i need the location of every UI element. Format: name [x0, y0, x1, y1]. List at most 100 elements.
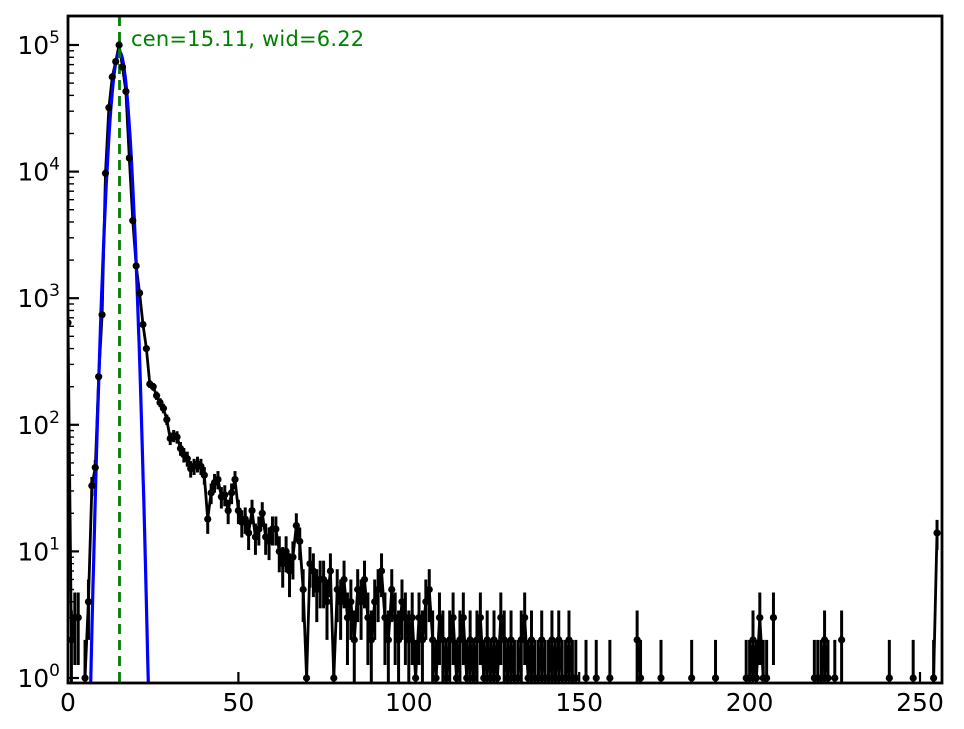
data-point — [122, 87, 130, 96]
data-point — [381, 613, 389, 622]
data-point — [221, 491, 229, 499]
data-point — [463, 674, 471, 682]
data-point — [255, 525, 263, 533]
data-point — [930, 674, 938, 682]
data-point — [285, 567, 294, 575]
data-point — [432, 674, 440, 682]
data-point — [279, 560, 287, 568]
data-point — [156, 398, 164, 407]
data-point — [364, 613, 372, 622]
data-point — [108, 73, 116, 81]
data-point — [245, 529, 253, 537]
data-point — [538, 636, 546, 644]
data-point — [176, 444, 185, 453]
y-tick-labels: 100 101 102 103 104 105 — [17, 28, 60, 693]
data-point — [490, 636, 498, 644]
data-point — [551, 674, 559, 682]
data-point — [817, 674, 825, 682]
data-point — [384, 636, 392, 644]
data-point — [371, 598, 379, 606]
data-point — [163, 415, 171, 424]
data-point — [476, 613, 484, 622]
data-point — [173, 433, 181, 441]
data-point — [309, 567, 317, 575]
data-point — [320, 575, 328, 584]
data-point — [313, 585, 321, 594]
data-point — [657, 674, 665, 682]
data-point — [521, 613, 529, 622]
data-point — [412, 674, 420, 682]
data-point — [81, 674, 89, 682]
data-point — [394, 636, 403, 644]
data-point — [105, 104, 113, 112]
error-bars — [68, 44, 939, 683]
data-point — [248, 507, 256, 515]
data-point — [909, 674, 917, 682]
y-tick-label: 101 — [17, 534, 60, 566]
x-tick-label: 0 — [60, 688, 76, 717]
x-tick-label: 100 — [385, 688, 433, 717]
data-point — [142, 344, 150, 353]
data-point — [688, 674, 696, 682]
data-point — [115, 41, 123, 49]
data-point — [446, 636, 454, 644]
data-point — [422, 598, 430, 606]
data-point — [118, 63, 127, 71]
data-point — [408, 613, 416, 622]
data-point — [292, 521, 300, 530]
data-point — [88, 482, 96, 490]
y-tick-label: 104 — [17, 155, 60, 187]
data-point — [769, 613, 778, 622]
data-point — [132, 262, 140, 270]
data-point — [101, 169, 110, 177]
data-point — [241, 515, 249, 523]
data-point — [752, 674, 761, 682]
data-point — [388, 585, 396, 594]
data-point — [95, 373, 103, 381]
data-point — [227, 489, 236, 497]
data-point — [306, 560, 314, 568]
data-point — [347, 598, 355, 606]
y-tick-label: 105 — [17, 28, 60, 60]
data-point — [112, 57, 120, 66]
data-point — [483, 636, 491, 644]
data-point — [391, 613, 399, 622]
data-point — [452, 674, 461, 682]
data-point — [200, 471, 208, 479]
y-tick-label: 100 — [17, 661, 60, 693]
data-point — [449, 613, 457, 622]
data-point — [749, 636, 757, 644]
x-tick-label: 150 — [555, 688, 603, 717]
data-point — [418, 636, 427, 644]
data-point — [214, 475, 222, 484]
data-point — [135, 289, 144, 297]
fit-result-annotation: cen=15.11, wid=6.22 — [131, 27, 365, 51]
data-point — [326, 567, 335, 575]
data-point — [251, 533, 260, 541]
data-point — [592, 674, 600, 682]
data-point — [302, 674, 311, 682]
data-point — [204, 515, 212, 523]
data-point — [91, 463, 99, 472]
data-point — [282, 547, 290, 556]
data-point — [466, 636, 474, 644]
data-point — [497, 613, 505, 622]
data-point — [480, 674, 488, 682]
data-point — [149, 383, 157, 391]
data-point — [633, 636, 641, 644]
data-point — [367, 636, 375, 644]
data-point — [442, 674, 450, 682]
x-tick-labels: 0 50 100 150 200 250 — [60, 688, 944, 717]
data-point — [343, 613, 352, 622]
data-point — [524, 674, 532, 682]
data-point — [340, 575, 348, 584]
data-point — [517, 636, 525, 644]
data-point — [401, 613, 409, 622]
data-point — [514, 674, 522, 682]
data-point — [234, 507, 242, 515]
data-point — [507, 636, 515, 644]
data-point — [838, 636, 846, 644]
axis-frame — [66, 14, 944, 685]
data-point — [231, 475, 239, 484]
